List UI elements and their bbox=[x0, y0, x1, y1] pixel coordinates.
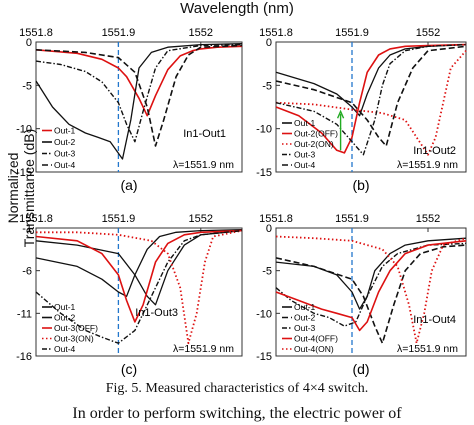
series-line-out-4 bbox=[35, 229, 243, 344]
series-line-out-2 bbox=[275, 244, 467, 344]
series-line-out-3 bbox=[275, 43, 467, 156]
series-line-out-4 bbox=[275, 45, 467, 147]
panel-letter: (c) bbox=[121, 361, 137, 377]
legend-label: Out-4 bbox=[54, 160, 76, 170]
y-tick-label: 0 bbox=[266, 37, 272, 49]
series-line-out-3 bbox=[275, 242, 467, 327]
y-tick-label: -10 bbox=[16, 124, 32, 136]
panel-name-label: In1-Out3 bbox=[135, 307, 178, 319]
x-tick-label: 1551.9 bbox=[335, 27, 369, 39]
wavelength-label: λ=1551.9 nm bbox=[397, 343, 458, 355]
series-line-out-3 bbox=[35, 43, 243, 143]
x-tick-label: 1552 bbox=[416, 213, 440, 225]
series-line-out-2off bbox=[275, 43, 467, 154]
series-line-out-2 bbox=[35, 43, 243, 160]
y-tick-label: -5 bbox=[22, 80, 32, 92]
series-line-out-4off bbox=[275, 240, 467, 332]
x-tick-label: 1551.8 bbox=[259, 213, 293, 225]
legend-label: Out-2(OFF) bbox=[294, 129, 338, 139]
panel-in1-out4: 1551.8 1551.9 1552 0 -5 -10 -15 Out-1Out-2Out-3… bbox=[256, 213, 467, 377]
y-tick-label: 0 bbox=[26, 37, 32, 49]
panel-name-label: In1-Out4 bbox=[413, 314, 456, 326]
series-line-out-2 bbox=[35, 229, 243, 306]
legend-label: Out-4(ON) bbox=[294, 344, 334, 354]
x-tick-label: 1551.9 bbox=[102, 213, 136, 225]
panel-name-label: In1-Out2 bbox=[413, 145, 456, 157]
y-tick-label: -16 bbox=[16, 351, 32, 363]
panel-letter: (b) bbox=[352, 177, 369, 193]
x-axis-title: Wavelength (nm) bbox=[180, 0, 294, 17]
legend-label: Out-2 bbox=[294, 313, 316, 323]
panel-letter: (d) bbox=[352, 361, 369, 377]
y-tick-label: -15 bbox=[256, 167, 272, 179]
y-tick-label: -11 bbox=[17, 308, 32, 320]
x-tick-label: 1552 bbox=[189, 213, 213, 225]
x-tick-label: 1551.9 bbox=[102, 27, 136, 39]
legend-label: Out-3 bbox=[294, 323, 316, 333]
legend-label: Out-2(ON) bbox=[294, 139, 334, 149]
y-tick-label: -10 bbox=[256, 308, 272, 320]
body-text: In order to perform switching, the elect… bbox=[72, 405, 402, 422]
series-line-out-4 bbox=[35, 44, 243, 147]
legend-label: Out-3 bbox=[294, 150, 316, 160]
legend-label: Out-1 bbox=[54, 126, 76, 136]
wavelength-label: λ=1551.9 nm bbox=[173, 343, 234, 355]
series-line-out-1 bbox=[35, 45, 243, 117]
legend-label: Out-2 bbox=[54, 137, 76, 147]
legend-label: Out-4(OFF) bbox=[294, 334, 338, 344]
legend-label: Out-1 bbox=[54, 302, 76, 312]
panel-letter: (a) bbox=[120, 177, 137, 193]
x-tick-label: 1551.9 bbox=[335, 213, 369, 225]
panel-name-label: In1-Out1 bbox=[183, 128, 226, 140]
legend-label: Out-4 bbox=[54, 344, 76, 354]
legend-label: Out-3(ON) bbox=[54, 334, 94, 344]
x-tick-label: 1551.8 bbox=[259, 27, 293, 39]
x-tick-label: 1552 bbox=[189, 27, 213, 39]
y-tick-label: 0 bbox=[266, 223, 272, 235]
y-tick-label: -15 bbox=[16, 167, 32, 179]
legend-label: Out-4 bbox=[294, 160, 316, 170]
y-tick-label: -10 bbox=[256, 124, 272, 136]
figure-caption: Fig. 5. Measured characteristics of 4×4 … bbox=[105, 381, 369, 396]
x-tick-label: 1552 bbox=[416, 27, 440, 39]
y-tick-label: -5 bbox=[262, 266, 272, 278]
legend-label: Out-3(OFF) bbox=[54, 323, 98, 333]
x-tick-label: 1551.8 bbox=[19, 27, 53, 39]
legend-label: Out-1 bbox=[294, 302, 316, 312]
arrow-head-icon bbox=[336, 109, 345, 119]
series-line-out-3off bbox=[35, 229, 243, 323]
series-line-out-1 bbox=[275, 43, 467, 117]
legend-label: Out-3 bbox=[54, 149, 76, 159]
panel-in1-out3: 1551.8 1551.9 1552-1-6-11-16Out-1Out-2Out-… bbox=[16, 213, 243, 377]
panel-in1-out2: 1551.8 1551.9 1552 0 -5 -10 -15 Out-1Out-2(OFF)… bbox=[256, 27, 467, 193]
legend-label: Out-2 bbox=[54, 313, 76, 323]
y-tick-label: -1 bbox=[22, 223, 32, 235]
x-tick-label: 1551.8 bbox=[19, 213, 53, 225]
wavelength-label: λ=1551.9 nm bbox=[173, 159, 234, 171]
legend-label: Out-1 bbox=[294, 118, 316, 128]
series-line-out-4on bbox=[275, 235, 467, 345]
series-line-out-3on bbox=[36, 229, 243, 345]
y-tick-label: -6 bbox=[22, 266, 32, 278]
plot-frame bbox=[35, 41, 243, 173]
y-tick-label: -5 bbox=[262, 80, 272, 92]
y-tick-label: -15 bbox=[256, 351, 272, 363]
wavelength-label: λ=1551.9 nm bbox=[397, 159, 458, 171]
